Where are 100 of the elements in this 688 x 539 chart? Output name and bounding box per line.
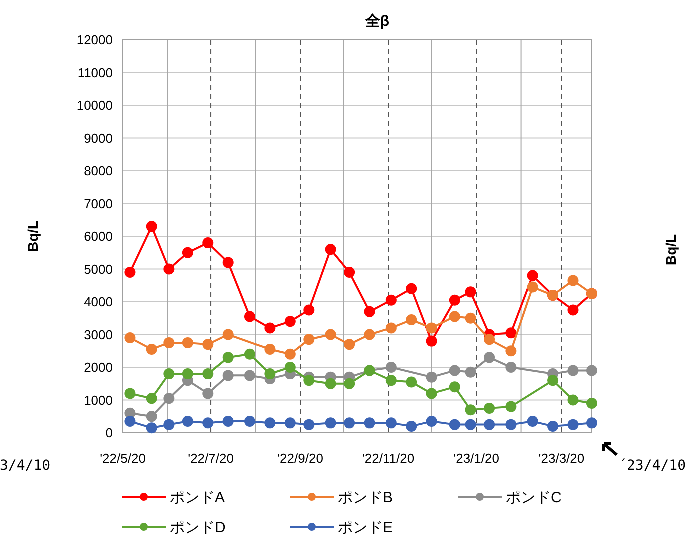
point bbox=[548, 375, 559, 386]
point bbox=[386, 418, 397, 429]
point bbox=[202, 388, 214, 400]
point bbox=[449, 365, 460, 376]
point bbox=[202, 339, 214, 350]
point bbox=[222, 329, 234, 340]
point bbox=[304, 304, 315, 316]
point bbox=[426, 372, 438, 383]
point bbox=[164, 393, 175, 404]
legend-label: ポンドE bbox=[338, 519, 394, 536]
y-tick-label: 11000 bbox=[78, 65, 113, 80]
point bbox=[386, 294, 397, 306]
point bbox=[406, 420, 418, 432]
y-tick-label: 9000 bbox=[84, 130, 113, 146]
point bbox=[244, 370, 256, 382]
point bbox=[568, 419, 579, 430]
x-tick-label: '23/3/20 bbox=[538, 451, 585, 466]
point bbox=[386, 375, 397, 386]
point bbox=[284, 316, 296, 328]
point bbox=[182, 368, 194, 380]
point bbox=[426, 336, 438, 347]
point bbox=[426, 322, 438, 334]
y-tick-label: 0 bbox=[106, 426, 113, 441]
point bbox=[484, 419, 496, 430]
point bbox=[465, 404, 476, 416]
point bbox=[344, 267, 356, 278]
point bbox=[202, 238, 214, 249]
point bbox=[264, 322, 276, 334]
point bbox=[386, 362, 397, 373]
point bbox=[182, 337, 194, 348]
point bbox=[146, 344, 158, 355]
point bbox=[548, 420, 559, 432]
point bbox=[484, 402, 496, 414]
point bbox=[182, 416, 194, 428]
point bbox=[222, 352, 234, 364]
point bbox=[484, 352, 496, 364]
point bbox=[449, 294, 460, 306]
point bbox=[506, 346, 517, 357]
point bbox=[124, 416, 136, 428]
point bbox=[586, 365, 598, 376]
point bbox=[364, 418, 376, 429]
point bbox=[449, 419, 460, 430]
point bbox=[506, 362, 517, 373]
legend-label: ポンドB bbox=[338, 489, 394, 506]
point bbox=[465, 419, 476, 430]
y-tick-label: 7000 bbox=[84, 196, 113, 212]
point bbox=[568, 275, 579, 286]
point bbox=[146, 393, 158, 404]
point bbox=[304, 419, 315, 430]
y-tick-label: 8000 bbox=[84, 164, 113, 179]
point bbox=[449, 311, 460, 322]
point bbox=[244, 311, 256, 322]
legend-label: ポンドD bbox=[170, 519, 226, 536]
point bbox=[164, 264, 175, 275]
point bbox=[506, 401, 517, 412]
point bbox=[264, 344, 276, 355]
point bbox=[304, 334, 315, 346]
point bbox=[284, 348, 296, 360]
point bbox=[182, 247, 194, 258]
y-tick-label: 4000 bbox=[84, 294, 113, 310]
y-tick-label: 6000 bbox=[84, 229, 113, 244]
point bbox=[527, 282, 538, 293]
point bbox=[164, 419, 175, 430]
point bbox=[386, 322, 397, 334]
point bbox=[222, 370, 234, 382]
y-tick-label: 5000 bbox=[84, 262, 113, 277]
point bbox=[406, 314, 418, 326]
point bbox=[284, 362, 296, 373]
point bbox=[568, 365, 579, 376]
legend-label: ポンドC bbox=[506, 489, 562, 506]
legend-label: ポンドA bbox=[170, 489, 226, 506]
point bbox=[202, 418, 214, 429]
point bbox=[364, 329, 376, 340]
point bbox=[426, 416, 438, 428]
point bbox=[124, 388, 136, 400]
point bbox=[284, 418, 296, 429]
point bbox=[164, 337, 175, 348]
point bbox=[325, 244, 336, 256]
point bbox=[222, 416, 234, 428]
text: 3/4/10 bbox=[0, 458, 51, 474]
point bbox=[568, 304, 579, 316]
text: Bq/L bbox=[663, 234, 679, 266]
text: ´23/4/10 bbox=[618, 458, 686, 474]
point bbox=[244, 348, 256, 360]
point bbox=[164, 368, 175, 380]
point bbox=[124, 267, 136, 278]
y-tick-label: 12000 bbox=[76, 32, 113, 48]
point bbox=[527, 270, 538, 282]
y-tick-label: 1000 bbox=[84, 392, 113, 408]
point bbox=[506, 328, 517, 339]
point bbox=[506, 419, 517, 430]
y-axis-title: Bq/L bbox=[25, 220, 41, 252]
point bbox=[344, 378, 356, 390]
x-tick-label: '22/9/20 bbox=[278, 451, 324, 466]
point bbox=[325, 418, 336, 429]
point bbox=[568, 394, 579, 406]
x-tick-label: '23/1/20 bbox=[454, 451, 500, 466]
point bbox=[325, 329, 336, 340]
point bbox=[586, 418, 598, 429]
point bbox=[406, 376, 418, 388]
